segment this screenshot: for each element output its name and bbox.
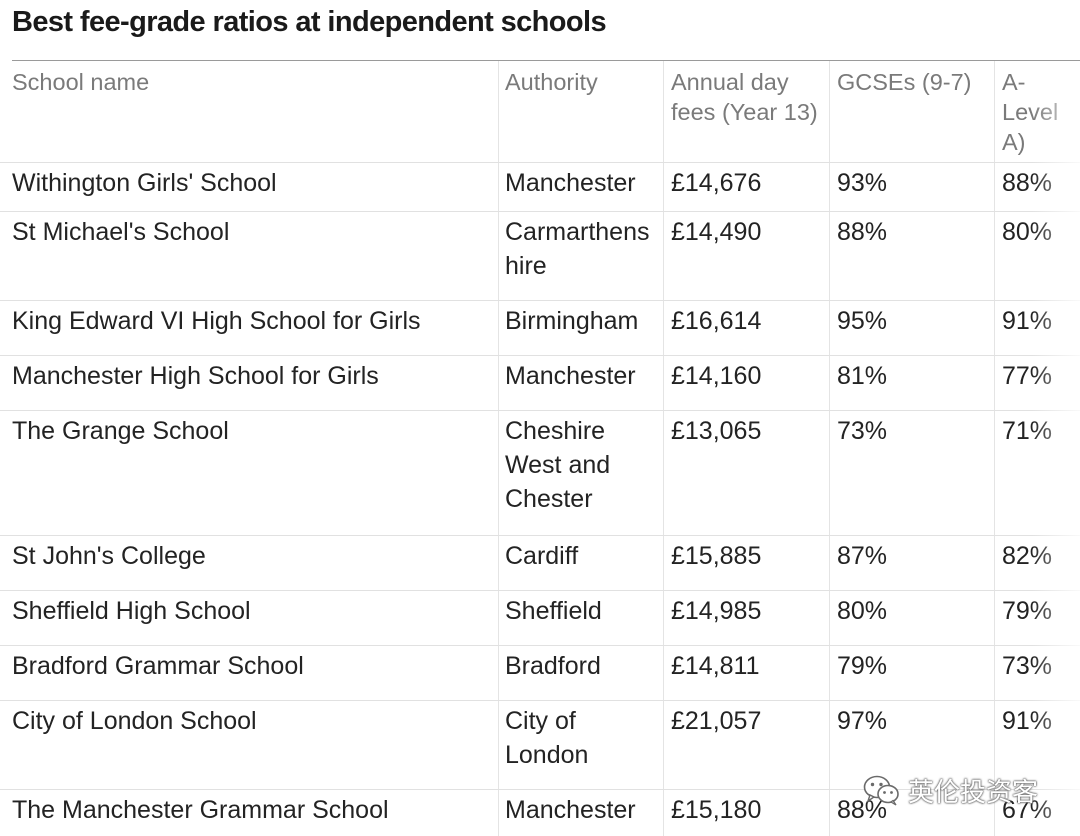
school-name-cell: St Michael's School — [12, 218, 230, 246]
authority-cell: Bradford — [498, 646, 663, 700]
header-gcses[interactable]: GCSEs (9-7) — [829, 61, 994, 162]
school-name-cell: The Grange School — [12, 417, 229, 445]
table-row: The Manchester Grammar School Manchester… — [0, 789, 1080, 836]
title-divider — [12, 60, 1080, 61]
school-name-cell: Manchester High School for Girls — [12, 362, 379, 390]
header-annual-fees[interactable]: Annual day fees (Year 13) — [663, 61, 829, 162]
wechat-icon — [862, 773, 902, 807]
gcse-cell: 95% — [829, 301, 994, 355]
alevel-cell: 73% — [994, 646, 1080, 700]
table-row: Bradford Grammar School Bradford £14,811… — [0, 645, 1080, 700]
alevel-cell: 77% — [994, 356, 1080, 410]
fees-cell: £14,676 — [663, 163, 829, 211]
watermark: 英伦投资客 — [862, 770, 1038, 810]
page-title: Best fee-grade ratios at independent sch… — [12, 6, 607, 38]
table-row: St John's College Cardiff £15,885 87% 82… — [0, 535, 1080, 590]
table-row: Withington Girls' School Manchester £14,… — [0, 162, 1080, 211]
fees-cell: £13,065 — [663, 411, 829, 535]
fees-cell: £14,160 — [663, 356, 829, 410]
watermark-text: 英伦投资客 — [908, 777, 1039, 808]
alevel-cell: 82% — [994, 536, 1080, 590]
fees-cell: £15,885 — [663, 536, 829, 590]
fees-cell: £14,985 — [663, 591, 829, 645]
fees-cell: £14,811 — [663, 646, 829, 700]
table-row: St Michael's School Carmarthenshire £14,… — [0, 211, 1080, 300]
school-name-cell: The Manchester Grammar School — [12, 796, 389, 824]
table-row: City of London School City of London £21… — [0, 700, 1080, 789]
authority-cell: Carmarthenshire — [498, 212, 663, 300]
authority-cell: Manchester — [498, 163, 663, 211]
gcse-cell: 81% — [829, 356, 994, 410]
fees-cell: £14,490 — [663, 212, 829, 300]
authority-cell: Sheffield — [498, 591, 663, 645]
school-name-cell: Sheffield High School — [12, 597, 251, 625]
fees-cell: £15,180 — [663, 790, 829, 836]
authority-cell: Birmingham — [498, 301, 663, 355]
authority-cell: Manchester — [498, 356, 663, 410]
schools-table: School name Authority Annual day fees (Y… — [0, 61, 1080, 836]
header-authority[interactable]: Authority — [498, 61, 663, 162]
gcse-cell: 79% — [829, 646, 994, 700]
gcse-cell: 93% — [829, 163, 994, 211]
table-row: The Grange School Cheshire West and Ches… — [0, 410, 1080, 535]
school-name-cell: City of London School — [12, 707, 257, 735]
authority-cell: Cheshire West and Chester — [498, 411, 663, 535]
authority-cell: Cardiff — [498, 536, 663, 590]
fees-cell: £16,614 — [663, 301, 829, 355]
gcse-cell: 88% — [829, 790, 994, 836]
gcse-cell: 87% — [829, 536, 994, 590]
header-school-name[interactable]: School name — [12, 69, 150, 95]
alevel-cell: 91% — [994, 301, 1080, 355]
fees-cell: £21,057 — [663, 701, 829, 789]
authority-cell: Manchester — [498, 790, 663, 836]
table-row: King Edward VI High School for Girls Bir… — [0, 300, 1080, 355]
school-name-cell: Withington Girls' School — [12, 169, 277, 197]
table-header: School name Authority Annual day fees (Y… — [0, 61, 1080, 162]
header-a-levels[interactable]: A-Level A) — [994, 61, 1080, 162]
gcse-cell: 80% — [829, 591, 994, 645]
alevel-cell: 80% — [994, 212, 1080, 300]
gcse-cell: 73% — [829, 411, 994, 535]
alevel-cell: 88% — [994, 163, 1080, 211]
alevel-cell: 71% — [994, 411, 1080, 535]
authority-cell: City of London — [498, 701, 663, 789]
table-row: Sheffield High School Sheffield £14,985 … — [0, 590, 1080, 645]
gcse-cell: 97% — [829, 701, 994, 789]
school-name-cell: Bradford Grammar School — [12, 652, 304, 680]
school-name-cell: St John's College — [12, 542, 206, 570]
table-row: Manchester High School for Girls Manches… — [0, 355, 1080, 410]
school-name-cell: King Edward VI High School for Girls — [12, 307, 421, 335]
gcse-cell: 88% — [829, 212, 994, 300]
alevel-cell: 79% — [994, 591, 1080, 645]
